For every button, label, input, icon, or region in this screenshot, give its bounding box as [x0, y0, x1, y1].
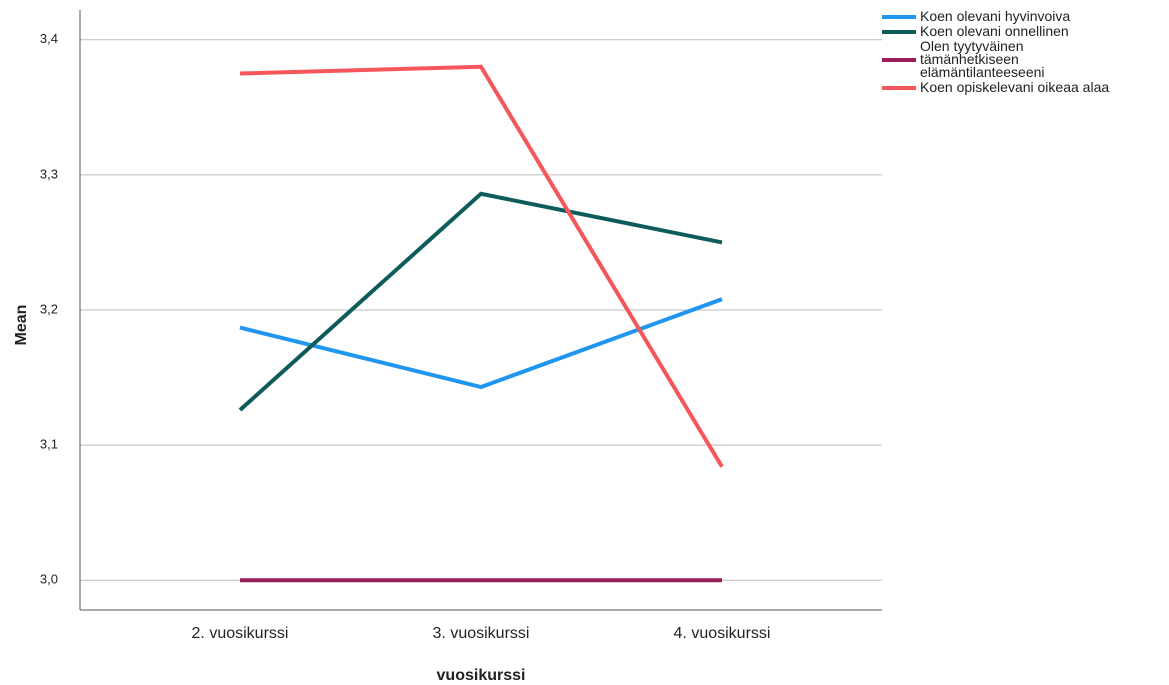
legend-swatch	[882, 85, 916, 90]
x-tick-label: 3. vuosikurssi	[433, 625, 530, 642]
legend-entry: Olen tyytyväinen tämänhetkiseen elämänti…	[882, 38, 1109, 80]
legend-label: Koen olevani onnellinen	[920, 23, 1069, 39]
legend-entry: Koen olevani onnellinen	[882, 23, 1109, 39]
series-line	[239, 297, 723, 390]
legend-swatch	[882, 14, 916, 19]
y-tick-label: 3,1	[40, 437, 58, 452]
y-tick-label: 3,2	[40, 301, 58, 316]
y-axis-label: Mean	[13, 305, 30, 346]
x-tick-label: 4. vuosikurssi	[674, 625, 771, 642]
y-tick-label: 3,4	[40, 31, 58, 46]
legend-entry: Koen opiskelevani oikeaa alaa	[882, 79, 1110, 95]
legend-swatch	[882, 57, 916, 62]
legend-entry: Koen olevani hyvinvoiva	[882, 8, 1109, 24]
x-axis-label: vuosikurssi	[437, 667, 526, 684]
y-tick-label: 3,0	[40, 572, 58, 587]
legend: Koen olevani hyvinvoiva Koen olevani onne…	[882, 8, 1110, 96]
legend-swatch	[882, 29, 916, 34]
legend-label: Olen tyytyväinen tämänhetkiseen elämänti…	[920, 38, 1045, 80]
series-line	[238, 191, 723, 412]
x-tick-label: 2. vuosikurssi	[192, 625, 289, 642]
y-tick-label: 3,3	[40, 166, 58, 181]
series-line	[239, 64, 724, 468]
legend-label: Koen opiskelevani oikeaa alaa	[920, 79, 1110, 95]
legend-label: Koen olevani hyvinvoiva	[920, 8, 1071, 24]
